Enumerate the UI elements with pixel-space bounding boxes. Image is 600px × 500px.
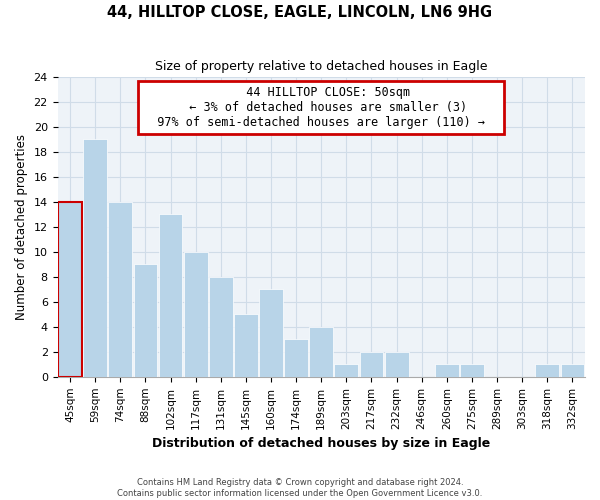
Bar [560, 364, 584, 377]
Bar [234, 314, 258, 377]
Bar [259, 290, 283, 377]
Bar [284, 340, 308, 377]
Bar [310, 327, 333, 377]
Text: 44, HILLTOP CLOSE, EAGLE, LINCOLN, LN6 9HG: 44, HILLTOP CLOSE, EAGLE, LINCOLN, LN6 9… [107, 5, 493, 20]
Bar [334, 364, 358, 377]
Bar [134, 264, 157, 377]
Bar [435, 364, 459, 377]
Title: Size of property relative to detached houses in Eagle: Size of property relative to detached ho… [155, 60, 488, 73]
Text: 44 HILLTOP CLOSE: 50sqm
  ← 3% of detached houses are smaller (3)
  97% of semi-: 44 HILLTOP CLOSE: 50sqm ← 3% of detached… [143, 86, 499, 129]
Bar [109, 202, 132, 377]
Text: Contains HM Land Registry data © Crown copyright and database right 2024.
Contai: Contains HM Land Registry data © Crown c… [118, 478, 482, 498]
Bar [158, 214, 182, 377]
Bar [385, 352, 409, 377]
Bar [58, 202, 82, 377]
Bar [359, 352, 383, 377]
X-axis label: Distribution of detached houses by size in Eagle: Distribution of detached houses by size … [152, 437, 490, 450]
Bar [535, 364, 559, 377]
Bar [184, 252, 208, 377]
Bar [460, 364, 484, 377]
Y-axis label: Number of detached properties: Number of detached properties [15, 134, 28, 320]
Bar [83, 140, 107, 377]
Bar [209, 277, 233, 377]
